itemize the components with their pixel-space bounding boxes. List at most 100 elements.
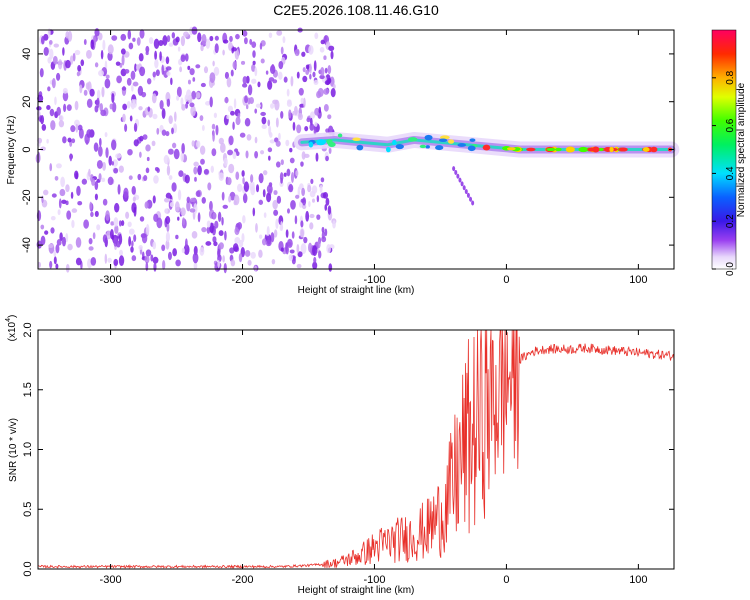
spectrogram-noise-mark [325,197,330,206]
spectrogram-marks [35,26,680,274]
spectrogram-noise-mark [191,140,195,147]
spectrogram-noise-mark [91,178,96,186]
spectrogram-noise-mark [100,109,107,117]
spectrogram-noise-mark [218,172,224,181]
spectrogram-noise-mark [319,46,325,53]
spectrogram-noise-mark [94,181,99,191]
spectrogram-noise-mark [50,227,55,234]
spectrogram-noise-mark [128,236,132,247]
spectrogram-noise-mark [163,154,170,165]
spectrogram-noise-mark [193,261,198,270]
spectrogram-noise-mark [275,140,281,147]
spectrogram-noise-mark [194,176,197,182]
spectrogram-hot-mark [457,143,467,147]
snr-x-ticks: -300 -200 -100 0 100 [100,330,648,586]
spectrogram-noise-mark [153,38,160,49]
spectrogram-noise-mark [255,103,261,108]
spectrogram-noise-mark [322,191,329,199]
spectrogram-noise-mark [320,177,325,183]
spectrogram-noise-mark [128,175,133,180]
spectrogram-noise-mark [118,165,124,173]
spectrogram-noise-mark [111,102,117,113]
spectrogram-noise-mark [235,171,240,181]
spectrogram-noise-mark [227,149,234,156]
spectrogram-noise-mark [41,195,44,204]
spectrogram-noise-mark [209,96,213,108]
snr-series-line [37,329,675,569]
spectrogram-noise-mark [214,35,219,41]
spectrogram-noise-mark [67,30,73,42]
spectrogram-noise-mark [89,88,95,97]
spectrogram-noise-mark [261,124,267,130]
spectrogram-noise-mark [306,117,311,123]
spectrogram-noise-mark [305,64,310,70]
spectrogram-noise-mark [70,125,76,133]
spectrogram-noise-mark [308,200,311,208]
spectrogram-noise-mark [109,228,114,240]
spectrogram-noise-mark [244,117,251,127]
spectrogram-noise-mark [303,236,308,244]
spectrogram-noise-mark [74,100,79,111]
spectrogram-noise-mark [145,249,152,257]
spectrogram-noise-mark [145,45,150,53]
spectrogram-noise-mark [168,115,173,124]
spectrogram-noise-mark [152,195,156,204]
spectrogram-noise-mark [171,32,176,39]
spectrogram-noise-mark [290,75,294,87]
spectrogram-noise-mark [232,121,235,131]
spectrogram-noise-mark [132,81,139,87]
spectrogram-y-axis-label: Frequency (Hz) [6,116,17,185]
spectrogram-noise-mark [43,189,49,196]
spectrogram-noise-mark [126,77,132,86]
spectrogram-hot-mark [407,137,418,142]
spectrogram-noise-mark [178,170,184,178]
spectrogram-noise-mark [181,247,185,254]
spectrogram-noise-mark [201,226,207,233]
spectrogram-noise-mark [56,72,61,81]
spectrogram-noise-mark [166,165,171,176]
spectrogram-noise-mark [273,229,278,238]
spectrogram-noise-mark [309,123,315,131]
spectrogram-noise-mark [41,123,47,131]
spectrogram-noise-mark [48,243,54,249]
spectrogram-noise-mark [296,263,302,269]
spectrogram-noise-mark [235,33,240,40]
spectrogram-noise-mark [243,37,248,45]
spectrogram-noise-mark [153,175,159,184]
spectrogram-noise-mark [297,113,303,121]
spectrogram-noise-mark [242,83,248,88]
spectrogram-noise-mark [327,205,332,215]
spectrogram-noise-mark [183,244,190,256]
spectrogram-noise-mark [327,64,332,75]
spectrogram-noise-mark [139,29,145,39]
spectrogram-noise-mark [124,123,128,132]
spectrogram-hot-mark [482,144,491,151]
spectrogram-noise-mark [114,224,119,234]
spectrogram-noise-mark [321,226,325,233]
spectrogram-noise-mark [302,75,308,83]
spectrogram-noise-mark [211,148,217,157]
spectrogram-noise-mark [261,116,267,125]
spectrogram-noise-mark [49,260,53,269]
spectrogram-noise-mark [136,37,141,46]
spectrogram-noise-mark [263,212,267,218]
spectrogram-hot-mark [419,144,427,149]
spectrogram-noise-mark [222,204,229,209]
spectrogram-noise-mark [161,108,166,119]
spectrogram-noise-mark [107,257,112,263]
spectrogram-noise-mark [283,172,287,177]
spectrogram-noise-mark [223,263,227,274]
spectrogram-hot-mark [546,147,556,152]
spectrogram-noise-mark [247,259,252,266]
spectrogram-noise-mark [200,158,205,165]
spectrogram-noise-mark [107,176,114,186]
spectrogram-noise-mark [297,186,301,197]
spectrogram-noise-mark [288,254,293,262]
spectrogram-noise-mark [240,60,246,65]
spectrogram-noise-mark [229,247,235,254]
spectrogram-noise-mark [269,139,276,144]
spectrogram-noise-mark [172,248,178,257]
spectrogram-noise-mark [58,120,65,128]
spectrogram-noise-mark [47,56,52,64]
spectrogram-noise-mark [111,92,115,103]
